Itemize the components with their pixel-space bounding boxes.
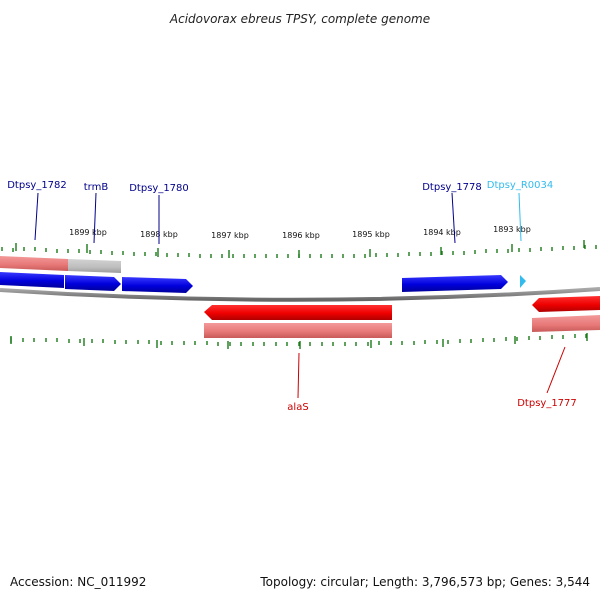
accession-text: Accession: NC_011992 [10, 575, 146, 589]
gene-labels: Dtpsy_1782 trmB Dtpsy_1780 Dtpsy_1778 Dt… [7, 180, 577, 413]
gene-arrow-trmb[interactable] [65, 275, 121, 291]
gene-label-dtpsy-1778[interactable]: Dtpsy_1778 [422, 182, 482, 193]
gene-label-dtpsy-1777[interactable]: Dtpsy_1777 [517, 398, 577, 409]
genome-backbone [0, 287, 600, 302]
grey-feature-left[interactable] [68, 259, 121, 273]
pink-feature-alas[interactable] [204, 323, 392, 338]
scale-label-1896: 1896 kbp [282, 231, 320, 240]
gene-arrow-dtpsy-1778[interactable] [402, 275, 508, 292]
genome-summary-text: Topology: circular; Length: 3,796,573 bp… [259, 575, 590, 589]
map-title: Acidovorax ebreus TPSY, complete genome [169, 12, 430, 26]
gene-label-dtpsy-1780[interactable]: Dtpsy_1780 [129, 183, 189, 194]
gene-arrow-dtpsy-r0034[interactable] [520, 275, 526, 288]
forward-strand-track [0, 256, 526, 293]
pink-feature-left[interactable] [0, 256, 68, 271]
reverse-strand-track [204, 296, 600, 338]
leader-line-dtpsy-1778 [451, 192, 456, 244]
gene-arrow-alas[interactable] [204, 305, 392, 320]
scale-label-1897: 1897 kbp [211, 231, 249, 240]
leader-line-trmb [93, 192, 97, 244]
scale-label-1899: 1899 kbp [69, 228, 107, 237]
leader-line-dtpsy-1782 [34, 192, 39, 241]
pink-feature-dtpsy-1777[interactable] [532, 315, 600, 332]
gene-label-trmb[interactable]: trmB [84, 182, 109, 193]
inner-tick-ring [10, 333, 588, 349]
gene-label-dtpsy-r0034[interactable]: Dtpsy_R0034 [487, 180, 554, 191]
leader-line-dtpsy-1777 [546, 346, 566, 394]
scale-label-1893: 1893 kbp [493, 225, 531, 234]
leader-line-alas [297, 352, 300, 399]
gene-label-dtpsy-1782[interactable]: Dtpsy_1782 [7, 180, 67, 191]
outer-tick-ring [1, 240, 597, 258]
gene-arrow-dtpsy-1777[interactable] [532, 296, 600, 312]
scale-label-1895: 1895 kbp [352, 230, 390, 239]
gene-arrow-dtpsy-1782[interactable] [0, 272, 64, 288]
gene-label-alas[interactable]: alaS [287, 402, 308, 413]
gene-arrow-dtpsy-1780[interactable] [122, 277, 193, 293]
leader-line-dtpsy-r0034 [518, 192, 522, 242]
scale-labels: 1899 kbp 1898 kbp 1897 kbp 1896 kbp 1895… [69, 225, 531, 240]
scale-label-1894: 1894 kbp [423, 228, 461, 237]
